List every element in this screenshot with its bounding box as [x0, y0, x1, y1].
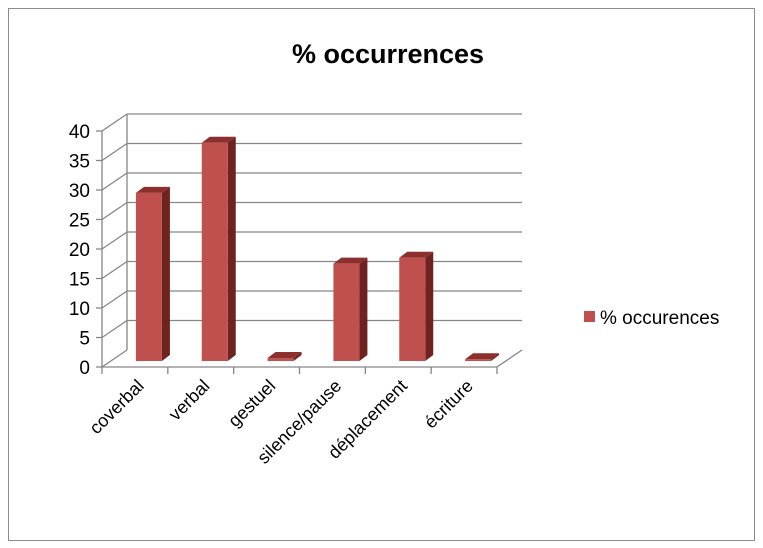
y-tick-label: 35 [69, 152, 90, 173]
bar-verbal [201, 136, 236, 361]
x-axis-labels: coverbal verbal gestuelsilence/pausedéplac… [85, 376, 476, 468]
bar-top [267, 352, 302, 359]
bar-top [465, 353, 500, 360]
gridline-side [101, 231, 128, 250]
bar-silencepause [333, 257, 368, 361]
gridline-side [101, 260, 128, 280]
legend-label: % occurences [600, 308, 719, 329]
y-tick-label: 5 [79, 329, 90, 350]
gridline-side [101, 349, 128, 368]
y-tick-label: 25 [69, 211, 90, 232]
bar-side [293, 352, 302, 361]
y-tick-label: 10 [69, 299, 90, 320]
bar-top [333, 257, 368, 264]
legend: % occurences [584, 308, 719, 329]
bar-front [399, 257, 426, 361]
x-tick-label: écriture [420, 376, 477, 433]
x-tick-label: verbal [165, 376, 214, 425]
bar-side [425, 251, 434, 361]
y-tick-label: 30 [69, 181, 90, 202]
bar-front [465, 359, 492, 361]
gridline-side [101, 172, 128, 191]
bar-side [227, 136, 236, 361]
bar-top [201, 136, 236, 143]
gridline-side [101, 290, 128, 309]
gridlines [101, 113, 522, 368]
gridline-side [101, 201, 128, 221]
y-tick-label: 15 [69, 270, 90, 291]
y-tick-label: 0 [79, 358, 90, 379]
bar-front [267, 358, 294, 361]
bar-top [135, 186, 170, 193]
bar-criture [465, 353, 500, 361]
x-tick-label: gestuel [224, 376, 279, 431]
bar-coverbal [135, 186, 170, 361]
bar-front [333, 263, 360, 361]
y-axis-ticks: 0 5 10 15 20 25 30 35 40 [69, 122, 102, 379]
gridline-side [101, 113, 128, 132]
legend-swatch [584, 311, 595, 322]
bar-side [161, 186, 170, 361]
x-tick-label: coverbal [85, 376, 147, 438]
bar-front [201, 142, 228, 361]
floor-edge [496, 349, 523, 368]
bar-side [491, 353, 500, 361]
y-tick-label: 20 [69, 240, 90, 261]
bar-top [399, 251, 434, 258]
bars [135, 136, 500, 361]
bar-dplacement [399, 251, 434, 361]
gridline-side [101, 142, 128, 162]
chart-frame [8, 8, 755, 541]
bar-side [359, 257, 368, 361]
chart-title: % occurrences [292, 39, 484, 69]
bar-front [135, 192, 162, 361]
gridline-side [101, 319, 128, 339]
y-tick-label: 40 [69, 122, 90, 143]
bar-gestuel [267, 352, 302, 361]
